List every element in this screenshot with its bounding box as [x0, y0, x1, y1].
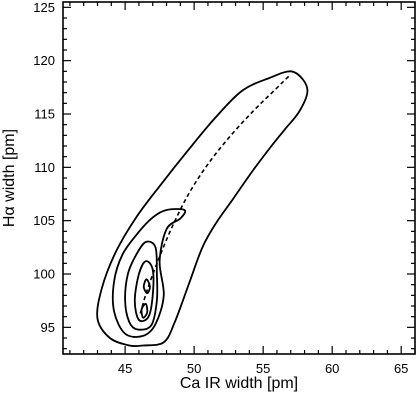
contours-layer — [96, 70, 309, 348]
contour-level-1 — [96, 70, 309, 348]
x-tick-label: 55 — [256, 361, 270, 376]
contour-level-2 — [111, 208, 187, 338]
x-tick-label: 65 — [394, 361, 408, 376]
y-tick-label: 95 — [41, 320, 55, 335]
y-tick-label: 115 — [34, 107, 55, 122]
x-tick-label: 45 — [118, 361, 132, 376]
y-tick-label: 125 — [33, 0, 55, 15]
trend-layer — [139, 75, 290, 314]
x-tick-label: 60 — [325, 361, 339, 376]
x-axis-label: Ca IR width [pm] — [180, 375, 298, 392]
x-tick-label: 50 — [187, 361, 201, 376]
contour-level-4 — [133, 260, 155, 323]
contour-level-3 — [124, 240, 159, 331]
y-tick-label: 105 — [33, 213, 55, 228]
contour-level-6 — [142, 278, 151, 295]
contour-level-5 — [140, 302, 149, 319]
plot-frame — [62, 1, 416, 355]
trend-line — [139, 75, 290, 314]
y-tick-label: 120 — [33, 53, 55, 68]
y-tick-label: 100 — [33, 267, 55, 282]
y-tick-label: 110 — [34, 160, 55, 175]
ticks-layer: 45 50 55 60 65 95 100 105 110 115 120 125 — [33, 0, 416, 376]
y-axis-label: Hα width [pm] — [1, 129, 18, 227]
